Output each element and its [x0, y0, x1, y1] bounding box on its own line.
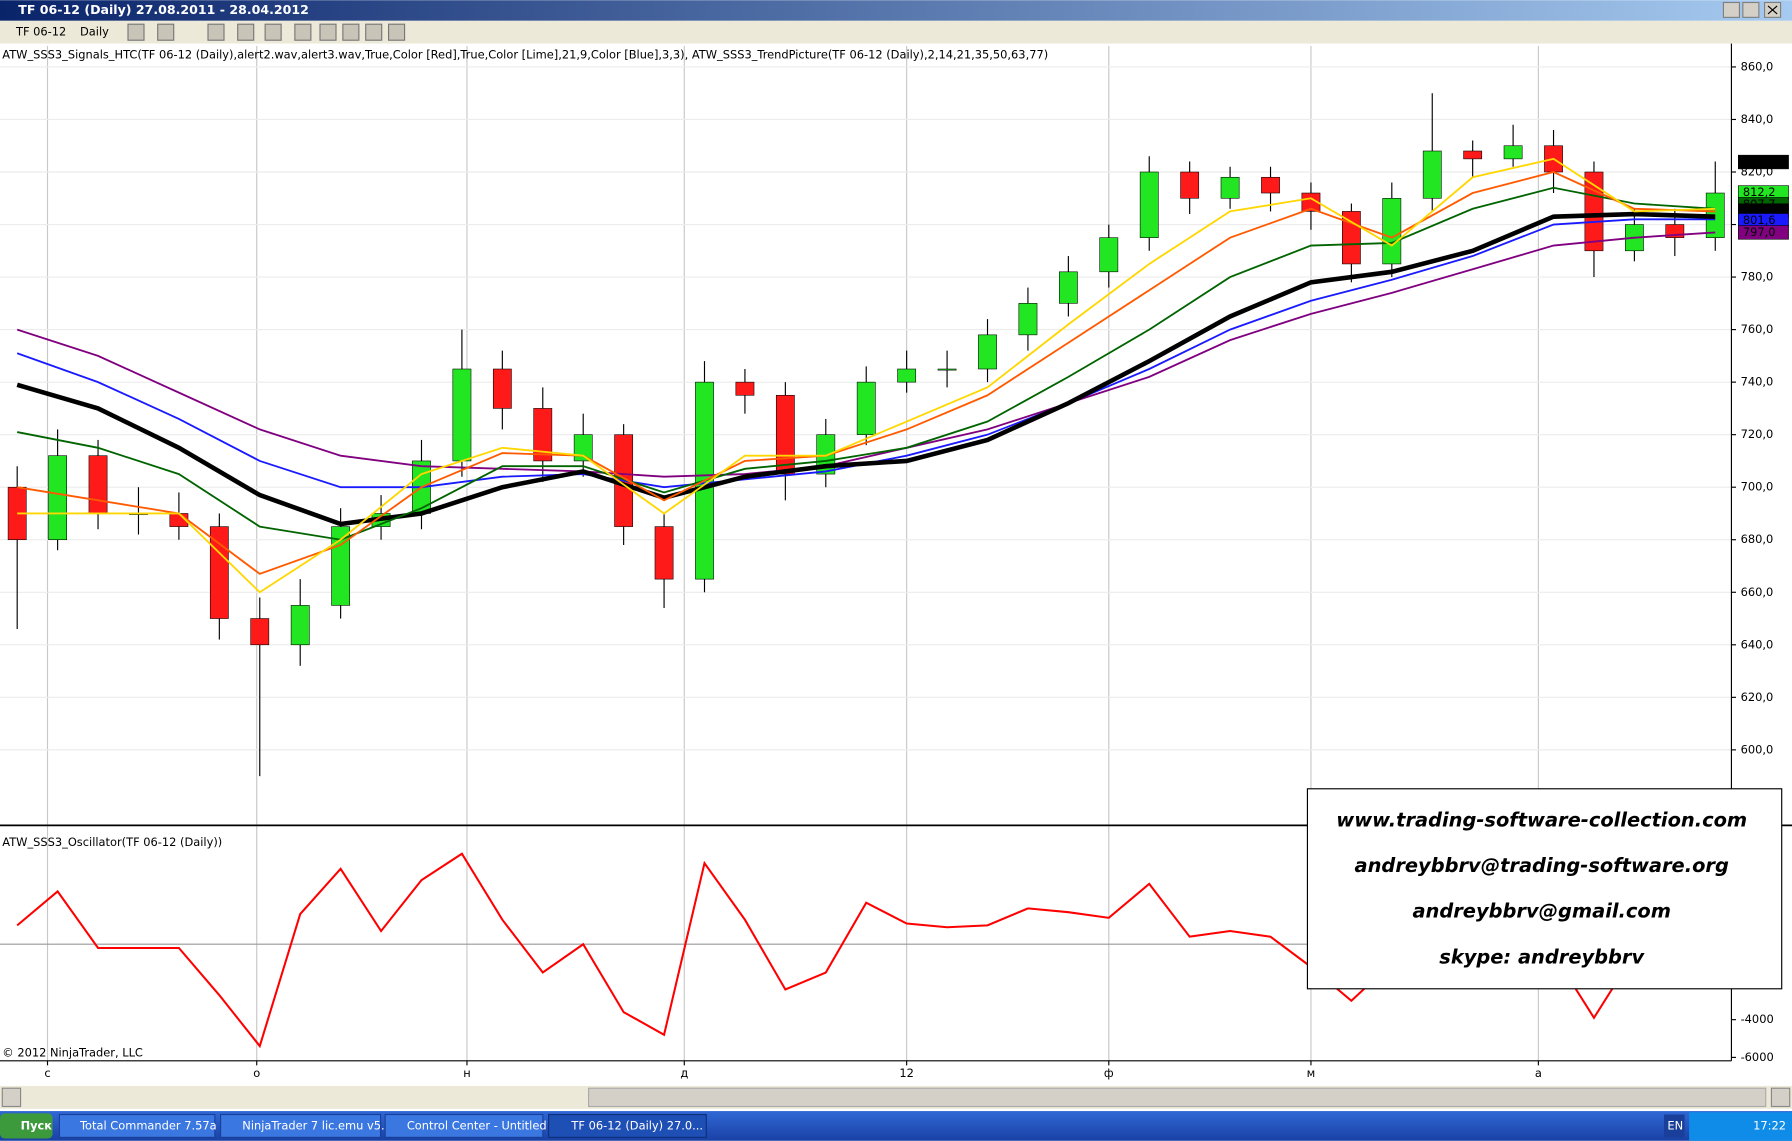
candle-body: [492, 368, 512, 409]
tray: [1689, 1112, 1792, 1141]
candle-body: [48, 455, 67, 541]
x-tick-label: н: [463, 1066, 470, 1080]
y-tick-label: 720,0: [1741, 427, 1774, 441]
contact-line: www.trading-software-collection.com: [1336, 808, 1747, 831]
candle-body: [1058, 271, 1078, 304]
candle-body: [937, 368, 957, 371]
y-tick-label: 700,0: [1741, 480, 1774, 494]
candle-body: [88, 455, 108, 514]
y-tick-label: 780,0: [1741, 270, 1774, 284]
price-marker: [1738, 154, 1789, 170]
task-button[interactable]: [58, 1113, 216, 1138]
moving-average: [17, 157, 1716, 594]
y-tick-label: 680,0: [1741, 532, 1774, 546]
task-label: Total Commander 7.57a ...: [79, 1118, 231, 1132]
task-button[interactable]: [384, 1113, 544, 1138]
task-label: TF 06-12 (Daily) 27.0...: [570, 1118, 703, 1132]
candle-body: [1139, 171, 1159, 238]
scrollbar[interactable]: [0, 1085, 1792, 1109]
candle-body: [1584, 171, 1604, 252]
y-tick-label: 740,0: [1741, 375, 1774, 389]
price-marker-label: 823,8: [1743, 155, 1776, 169]
candle-body: [1463, 150, 1483, 160]
moving-average: [16, 231, 1716, 478]
y-tick-label: 760,0: [1741, 322, 1774, 336]
task-label: Control Center - Untitled1: [407, 1118, 554, 1132]
contact-line: andreybbrv@gmail.com: [1412, 900, 1671, 923]
title-bar: [0, 0, 1792, 21]
copyright: © 2012 NinjaTrader, LLC: [2, 1045, 143, 1059]
x-tick-label: а: [1535, 1066, 1542, 1080]
y-tick-label: 640,0: [1741, 637, 1774, 651]
candle-body: [775, 394, 795, 475]
y-tick-label: 600,0: [1741, 742, 1774, 756]
x-tick-label: с: [44, 1066, 50, 1080]
x-tick-label: о: [253, 1066, 260, 1080]
price-indicator-label: ATW_SSS3_Signals_HTC(TF 06-12 (Daily),al…: [2, 48, 1048, 62]
candle-body: [290, 605, 310, 646]
candle-body: [1422, 150, 1442, 199]
moving-average: [16, 211, 1716, 527]
language-indicator[interactable]: [1664, 1114, 1685, 1138]
candle-body: [1018, 303, 1038, 336]
oscillator-label: ATW_SSS3_Oscillator(TF 06-12 (Daily)): [2, 835, 222, 849]
price-marker-label: 812,2: [1743, 185, 1776, 199]
task-button[interactable]: [220, 1113, 382, 1138]
start-button[interactable]: [0, 1113, 53, 1139]
task-button-active[interactable]: [548, 1113, 707, 1138]
window-buttons[interactable]: [1722, 1, 1782, 18]
window-title: TF 06-12 (Daily) 27.08.2011 - 28.04.2012: [18, 2, 309, 17]
language-label: EN: [1667, 1118, 1683, 1132]
toolbar-icons[interactable]: [127, 23, 406, 41]
y-tick-label: 840,0: [1741, 112, 1774, 126]
x-tick-label: ф: [1104, 1066, 1114, 1080]
price-marker-label: 801,6: [1743, 213, 1776, 227]
price-marker-label: 797,0: [1743, 225, 1776, 239]
candle-body: [1301, 192, 1321, 212]
contact-box: www.trading-software-collection.com andr…: [1306, 788, 1783, 990]
candle-body: [250, 618, 270, 646]
y-tick-label: -4000: [1741, 1012, 1774, 1026]
x-tick-label: 12: [899, 1066, 914, 1080]
candle-body: [573, 434, 593, 462]
candle-body: [1382, 197, 1402, 265]
instrument-dropdown[interactable]: TF 06-12: [15, 25, 66, 39]
candle-body: [856, 381, 876, 435]
candle-body: [1342, 211, 1361, 265]
candle-body: [533, 408, 553, 462]
contact-line: andreybbrv@trading-software.org: [1355, 854, 1729, 877]
y-tick-label: 620,0: [1741, 690, 1774, 704]
candle-body: [654, 526, 674, 580]
candle-body: [1099, 237, 1119, 273]
y-tick-label: -6000: [1741, 1050, 1774, 1064]
toolbar: [0, 20, 1792, 44]
candle-body: [735, 381, 755, 396]
task-label: NinjaTrader 7 lic.emu v5.06: [242, 1118, 399, 1132]
moving-average: [17, 171, 1716, 575]
moving-average: [17, 186, 1716, 541]
candle-body: [1261, 176, 1280, 194]
y-tick-label: 860,0: [1741, 59, 1774, 73]
x-tick-label: м: [1307, 1066, 1316, 1080]
price-marker: [1738, 225, 1789, 240]
candle-body: [452, 368, 472, 462]
clock: 17:22: [1753, 1118, 1786, 1132]
candle-body: [1180, 171, 1200, 199]
candle-body: [978, 334, 997, 370]
start-label: Пуск: [21, 1118, 53, 1132]
x-tick-label: д: [680, 1066, 688, 1080]
candle-body: [1220, 176, 1240, 199]
candle-body: [209, 526, 229, 619]
candle-body: [897, 368, 917, 383]
candle-body: [1503, 145, 1523, 160]
contact-line: skype: andreybbrv: [1439, 945, 1645, 968]
y-tick-label: 660,0: [1741, 585, 1774, 599]
period-dropdown[interactable]: Daily: [80, 25, 109, 39]
